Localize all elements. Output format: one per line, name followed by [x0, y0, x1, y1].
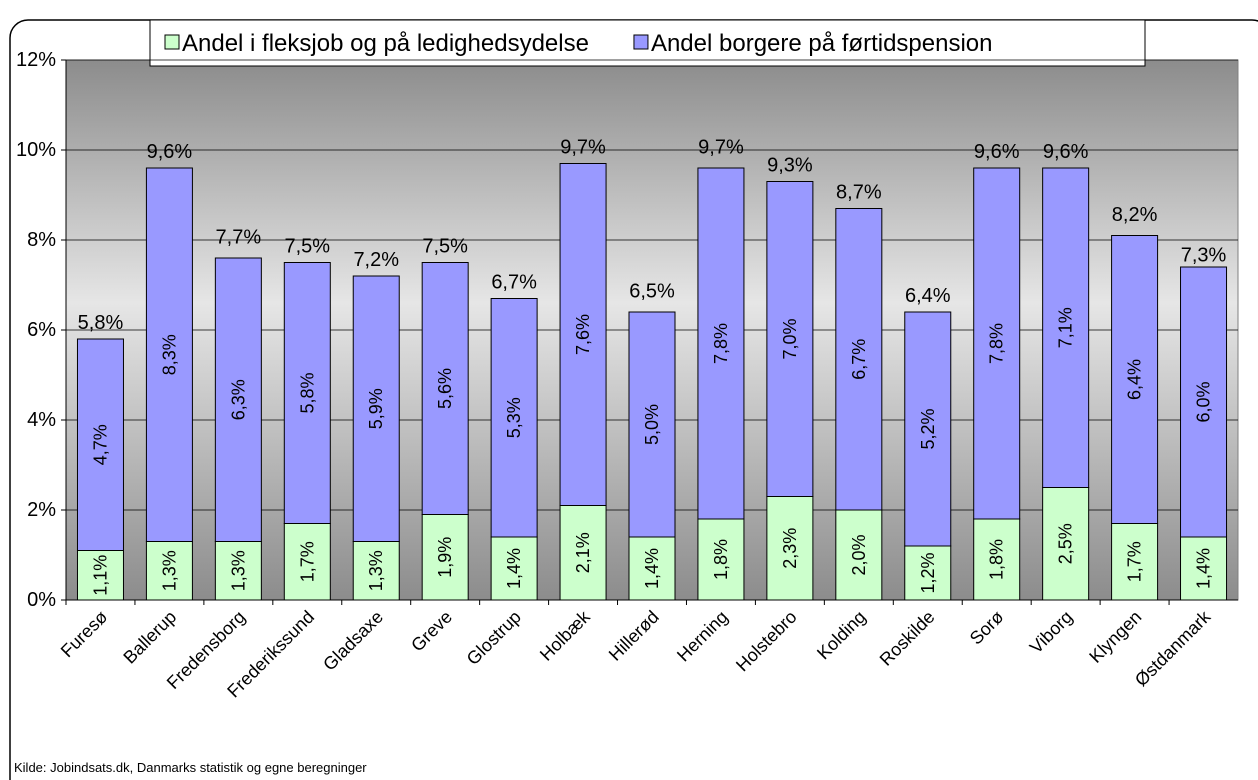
- bar-segment: [766, 496, 814, 601]
- total-label: 6,4%: [905, 285, 951, 307]
- segment-label: 6,7%: [849, 339, 869, 380]
- segment-label: 5,0%: [642, 404, 662, 445]
- segment-label: 1,2%: [918, 552, 938, 593]
- segment-label: 7,8%: [987, 323, 1007, 364]
- segment-label: 1,3%: [159, 550, 179, 591]
- segment-label: 7,6%: [573, 314, 593, 355]
- bar-segment: [1042, 487, 1090, 601]
- total-label: 9,7%: [698, 137, 744, 159]
- total-label: 7,3%: [1181, 245, 1227, 267]
- bar-segment: [904, 311, 952, 547]
- total-label: 6,7%: [491, 272, 537, 294]
- total-label: 8,2%: [1112, 204, 1158, 226]
- total-label: 9,6%: [974, 141, 1020, 163]
- total-label: 9,7%: [560, 137, 606, 159]
- bar-segment: [1111, 235, 1159, 524]
- segment-label: 2,5%: [1056, 523, 1076, 564]
- bar-segment: [214, 257, 262, 542]
- y-tick-label: 2%: [27, 499, 56, 521]
- segment-label: 1,3%: [366, 550, 386, 591]
- bar-segment: [973, 518, 1021, 601]
- segment-label: 5,2%: [918, 408, 938, 449]
- segment-label: 1,4%: [504, 548, 524, 589]
- bar-segment: [835, 509, 883, 601]
- segment-label: 2,0%: [849, 534, 869, 575]
- total-label: 8,7%: [836, 182, 882, 204]
- bar-segment: [421, 514, 469, 601]
- segment-label: 7,8%: [711, 323, 731, 364]
- bar-segment: [145, 541, 193, 601]
- segment-label: 4,7%: [90, 424, 110, 465]
- bar-segment: [628, 536, 676, 601]
- segment-label: 1,8%: [711, 539, 731, 580]
- bar-segment: [697, 167, 745, 520]
- segment-label: 5,8%: [297, 372, 317, 413]
- legend-swatch: [164, 34, 180, 50]
- segment-label: 1,8%: [987, 539, 1007, 580]
- segment-label: 6,0%: [1194, 381, 1214, 422]
- bar-segment: [352, 541, 400, 601]
- total-label: 9,3%: [767, 155, 813, 177]
- segment-label: 1,1%: [90, 555, 110, 596]
- segment-label: 7,1%: [1056, 307, 1076, 348]
- total-label: 7,5%: [422, 236, 468, 258]
- segment-label: 1,4%: [1194, 548, 1214, 589]
- total-label: 7,2%: [353, 249, 399, 271]
- total-label: 5,8%: [78, 312, 124, 334]
- bar-segment: [214, 541, 262, 601]
- segment-label: 1,4%: [642, 548, 662, 589]
- bar-segment: [1180, 536, 1228, 601]
- bar-segment: [352, 275, 400, 542]
- bar-segment: [76, 338, 124, 551]
- y-tick-label: 0%: [27, 589, 56, 611]
- total-label: 6,5%: [629, 281, 675, 303]
- segment-label: 2,3%: [780, 528, 800, 569]
- legend-swatch: [633, 34, 649, 50]
- bar-segment: [1180, 266, 1228, 538]
- segment-label: 1,9%: [435, 537, 455, 578]
- segment-label: 5,6%: [435, 368, 455, 409]
- segment-label: 6,4%: [1125, 359, 1145, 400]
- bar-segment: [766, 181, 814, 497]
- bar-segment: [973, 167, 1021, 520]
- total-label: 7,7%: [216, 227, 262, 249]
- bar-segment: [283, 523, 331, 601]
- segment-label: 1,3%: [228, 550, 248, 591]
- y-tick-label: 6%: [27, 319, 56, 341]
- total-label: 7,5%: [284, 236, 330, 258]
- bar-segment: [490, 536, 538, 601]
- bar-segment: [421, 262, 469, 515]
- total-label: 9,6%: [1043, 141, 1089, 163]
- bar-segment: [559, 163, 607, 506]
- y-tick-label: 8%: [27, 229, 56, 251]
- segment-label: 5,9%: [366, 388, 386, 429]
- bar-segment: [1111, 523, 1159, 601]
- y-tick-label: 4%: [27, 409, 56, 431]
- bar-segment: [283, 262, 331, 524]
- segment-label: 8,3%: [159, 334, 179, 375]
- segment-label: 1,7%: [297, 541, 317, 582]
- y-tick-label: 10%: [16, 139, 56, 161]
- segment-label: 7,0%: [780, 318, 800, 359]
- segment-label: 6,3%: [228, 379, 248, 420]
- bar-segment: [76, 550, 124, 601]
- bar-segment: [835, 208, 883, 511]
- segment-label: 5,3%: [504, 397, 524, 438]
- segment-label: 2,1%: [573, 532, 593, 573]
- segment-label: 1,7%: [1125, 541, 1145, 582]
- bar-segment: [490, 298, 538, 538]
- source: Kilde: Jobindsats.dk, Danmarks statistik…: [14, 760, 367, 775]
- bar-segment: [628, 311, 676, 538]
- legend-label: Andel i fleksjob og på ledighedsydelse: [182, 30, 589, 57]
- bar-segment: [145, 167, 193, 542]
- legend-label: Andel borgere på førtidspension: [651, 30, 993, 57]
- y-tick-label: 12%: [16, 49, 56, 71]
- total-label: 9,6%: [147, 141, 193, 163]
- bar-segment: [1042, 167, 1090, 488]
